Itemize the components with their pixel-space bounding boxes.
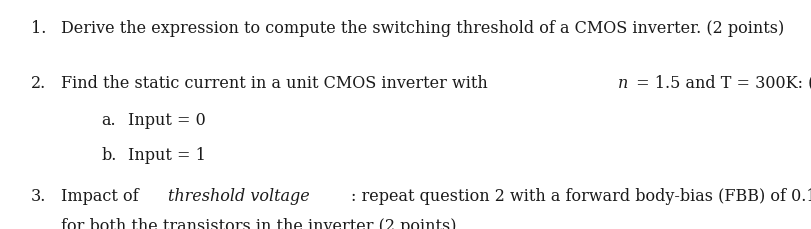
- Text: a.: a.: [101, 112, 116, 129]
- Text: = 1.5 and T = 300K: (1 point each): = 1.5 and T = 300K: (1 point each): [631, 75, 811, 92]
- Text: Find the static current in a unit CMOS inverter with: Find the static current in a unit CMOS i…: [61, 75, 493, 92]
- Text: b.: b.: [101, 146, 117, 163]
- Text: 2.: 2.: [31, 75, 46, 92]
- Text: Input = 0: Input = 0: [128, 112, 206, 129]
- Text: threshold voltage: threshold voltage: [168, 187, 309, 204]
- Text: Derive the expression to compute the switching threshold of a CMOS inverter. (2 : Derive the expression to compute the swi…: [61, 20, 784, 37]
- Text: n: n: [618, 75, 629, 92]
- Text: Input = 1: Input = 1: [128, 146, 206, 163]
- Text: for both the transistors in the inverter (2 points): for both the transistors in the inverter…: [61, 217, 457, 229]
- Text: : repeat question 2 with a forward body-bias (FBB) of 0.11V: : repeat question 2 with a forward body-…: [350, 187, 811, 204]
- Text: 3.: 3.: [31, 187, 46, 204]
- Text: Impact of: Impact of: [61, 187, 144, 204]
- Text: 1.: 1.: [31, 20, 46, 37]
